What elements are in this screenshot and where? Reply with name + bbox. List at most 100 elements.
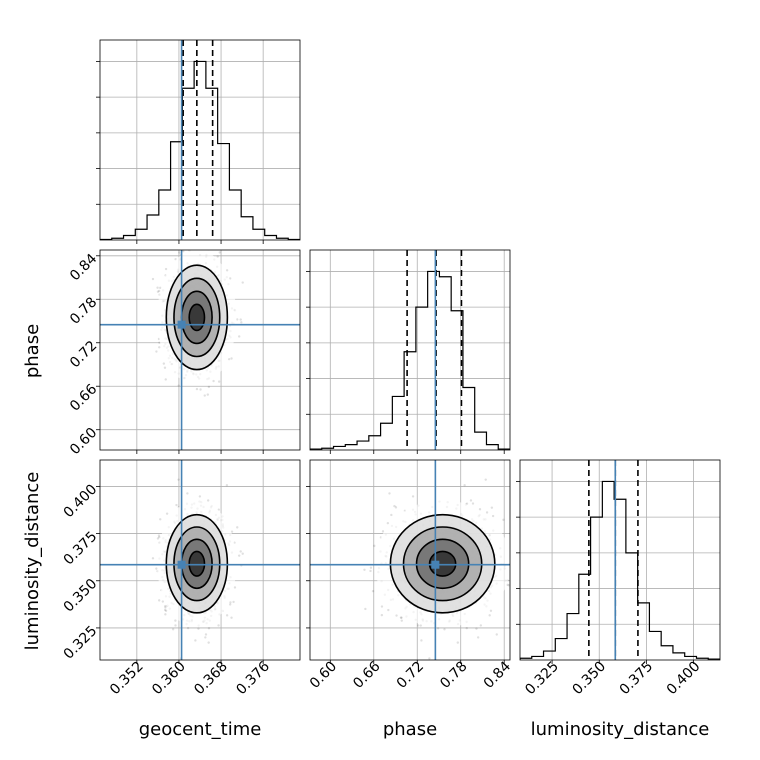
panel-phase-luminosity_distance-sample-143 (400, 619, 403, 622)
x-tick-label-geocent_time-3: 0.376 (233, 658, 273, 698)
panel-phase-luminosity_distance-sample-444 (471, 502, 475, 505)
panel-geocent_time-phase-plot-area (151, 250, 244, 397)
x-axis-label-luminosity-distance: luminosity_distance (531, 719, 710, 740)
panel-geocent_time-luminosity_distance-sample-64 (199, 662, 201, 664)
x-tick-label-geocent_time-2: 0.368 (191, 658, 231, 698)
panel-geocent_time-geocent_time (96, 39, 301, 244)
x-tick-label-phase-2: 0.72 (394, 658, 427, 691)
panel-geocent_time-luminosity_distance-sample-418 (229, 601, 232, 604)
panel-geocent_time-luminosity_distance-sample-978 (233, 586, 237, 589)
panel-geocent_time-luminosity_distance-sample-203 (174, 619, 177, 622)
x-tick-label-luminosity_distance-3: 0.400 (664, 658, 704, 698)
panel-geocent_time-phase-sample-864 (207, 385, 211, 389)
panel-phase-luminosity_distance-sample-1264 (373, 544, 376, 548)
panel-geocent_time-luminosity_distance-sample-0 (237, 554, 241, 557)
x-tick-label-phase-4: 0.84 (481, 658, 514, 691)
panel-phase-luminosity_distance: 0.60 0.66 0.72 0.78 0.84 (306, 459, 518, 692)
x-tick-label-phase-1: 0.66 (350, 658, 383, 691)
y-tick-label-luminosity_distance-1: 0.350 (61, 576, 101, 616)
panel-phase-luminosity_distance-sample-119 (401, 665, 403, 667)
panel-phase-luminosity_distance-sample-563 (465, 626, 468, 630)
panel-geocent_time-phase-sample-172 (216, 255, 219, 258)
panel-phase-luminosity_distance-sample-828 (463, 483, 466, 487)
x-tick-label-geocent_time-0: 0.352 (107, 658, 147, 698)
panel-geocent_time-phase-sample-126 (157, 289, 161, 293)
y-tick-label-phase-2: 0.72 (67, 338, 100, 371)
panel-geocent_time-phase-sample-1003 (206, 393, 210, 396)
y-tick-label-luminosity_distance-3: 0.400 (61, 481, 101, 521)
panel-geocent_time-luminosity_distance-sample-422 (217, 624, 220, 627)
panel-geocent_time-luminosity_distance-frame (99, 459, 301, 661)
panel-geocent_time-phase-sample-1020 (239, 318, 242, 321)
panel-geocent_time-luminosity_distance-sample-1247 (197, 627, 200, 630)
panel-geocent_time-luminosity_distance-sample-436 (163, 608, 167, 612)
panel-phase-luminosity_distance-sample-340 (369, 566, 373, 569)
panel-geocent_time-phase-sample-1046 (218, 251, 221, 254)
panel-geocent_time-luminosity_distance-plot-area (151, 478, 244, 664)
panel-luminosity_distance-luminosity_distance-frame (519, 459, 721, 661)
panel-geocent_time-phase-sample-295 (225, 269, 229, 272)
panel-phase-luminosity_distance-sample-1003 (364, 607, 367, 611)
panel-geocent_time-luminosity_distance-sample-979 (204, 633, 208, 636)
panel-luminosity_distance-luminosity_distance: 0.325 0.350 0.375 0.400 (516, 459, 721, 698)
panel-phase-luminosity_distance-sample-232 (393, 504, 396, 508)
histogram-luminosity_distance (520, 480, 720, 660)
panel-geocent_time-luminosity_distance-sample-295 (225, 614, 229, 617)
panel-phase-luminosity_distance-sample-198 (485, 511, 489, 514)
panel-phase-luminosity_distance-sample-1266 (489, 609, 493, 612)
panel-geocent_time-luminosity_distance-sample-552 (156, 537, 160, 540)
panel-phase-luminosity_distance-sample-1247 (475, 627, 478, 630)
panel-geocent_time-luminosity_distance-sample-126 (157, 599, 161, 602)
panel-geocent_time-luminosity_distance-sample-255 (151, 557, 155, 560)
panel-geocent_time-luminosity_distance-sample-652 (194, 639, 197, 642)
panel-geocent_time-phase-sample-995 (236, 318, 239, 321)
panel-geocent_time-luminosity_distance-sample-160 (157, 534, 161, 537)
y-axis-label-luminosity-distance: luminosity_distance (22, 472, 43, 651)
panel-phase-luminosity_distance-sample-1283 (411, 495, 415, 498)
y-tick-label-phase-1: 0.66 (67, 381, 100, 414)
panel-geocent_time-luminosity_distance-sample-828 (225, 483, 229, 487)
panel-geocent_time-luminosity_distance-sample-844 (207, 641, 210, 644)
panel-geocent_time-luminosity_distance-sample-346 (164, 604, 167, 608)
x-tick-label-phase-0: 0.60 (307, 658, 340, 691)
panel-geocent_time-phase-contour-3 (165, 264, 229, 371)
panel-geocent_time-luminosity_distance-contour-2 (173, 526, 221, 602)
y-tick-label-phase-0: 0.60 (67, 425, 100, 458)
panel-geocent_time-luminosity_distance-sample-483 (228, 603, 232, 606)
panel-phase-luminosity_distance-sample-844 (456, 641, 460, 644)
panel-geocent_time-luminosity_distance-sample-648 (207, 627, 211, 630)
panel-phase-luminosity_distance-sample-295 (488, 614, 491, 617)
panel-geocent_time-phase-sample-0 (237, 335, 241, 338)
y-tick-label-phase-3: 0.78 (67, 294, 100, 327)
panel-geocent_time-luminosity_distance-sample-595 (177, 478, 180, 481)
panel-geocent_time-luminosity_distance-sample-847 (230, 530, 234, 533)
panel-geocent_time-luminosity_distance-sample-1031 (175, 503, 178, 507)
panel-geocent_time-phase-sample-1148 (178, 251, 181, 254)
panel-phase-luminosity_distance-sample-271 (514, 590, 516, 592)
x-tick-label-phase-3: 0.78 (437, 658, 470, 691)
panel-phase-luminosity_distance-sample-1192 (516, 607, 518, 609)
panel-phase-luminosity_distance-sample-1069 (399, 616, 403, 619)
y-tick-label-phase-4: 0.84 (67, 251, 100, 284)
panel-phase-luminosity_distance-sample-734 (443, 628, 446, 631)
panel-phase-luminosity_distance-sample-868 (380, 605, 384, 608)
panel-geocent_time-phase-sample-462 (159, 286, 162, 290)
panel-phase-luminosity_distance-sample-291 (416, 624, 420, 627)
x-tick-label-luminosity_distance-1: 0.350 (569, 658, 609, 698)
panel-phase-luminosity_distance-sample-653 (369, 569, 372, 573)
panel-geocent_time-phase-sample-715 (212, 379, 215, 383)
histogram-geocent_time (100, 60, 300, 240)
y-tick-label-luminosity_distance-2: 0.375 (61, 529, 101, 569)
panel-geocent_time-luminosity_distance-sample-734 (171, 628, 175, 631)
panel-geocent_time-luminosity_distance-sample-515 (158, 535, 161, 539)
panel-geocent_time-luminosity_distance-sample-462 (159, 518, 162, 521)
panel-phase-luminosity_distance-sample-459 (476, 636, 480, 639)
panel-geocent_time-phase-sample-502 (163, 366, 167, 369)
y-tick-label-luminosity_distance-0: 0.325 (61, 623, 101, 663)
panel-phase-luminosity_distance-contour-0 (428, 550, 457, 577)
panel-geocent_time-luminosity_distance-sample-1061 (155, 567, 158, 570)
panel-geocent_time-luminosity_distance-sample-1288 (186, 492, 189, 495)
panel-phase-luminosity_distance-sample-431 (386, 521, 390, 525)
panel-phase-luminosity_distance-sample-521 (400, 616, 403, 619)
